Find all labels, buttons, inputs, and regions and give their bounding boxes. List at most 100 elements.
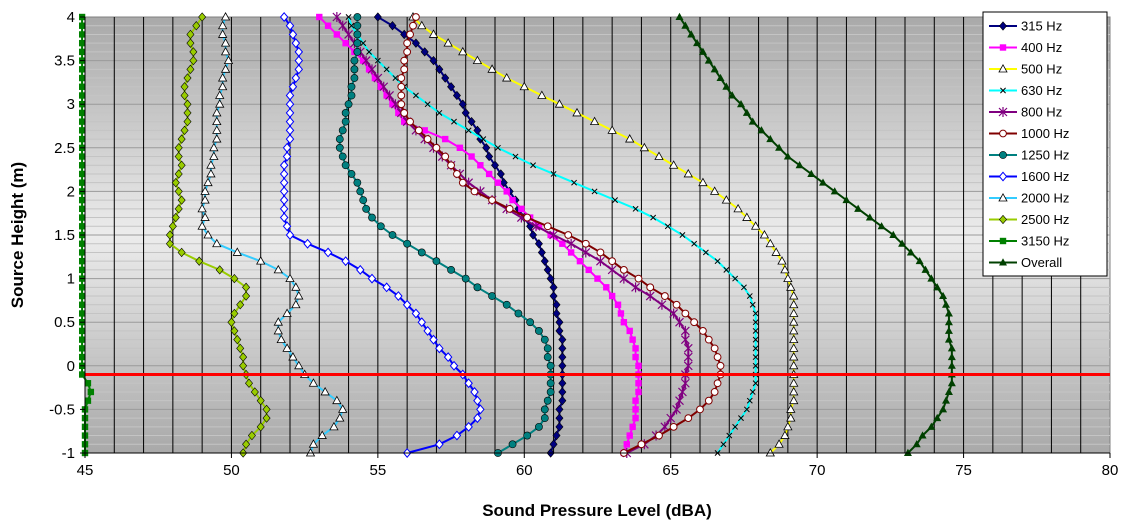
data-point [341, 161, 350, 170]
data-point [877, 222, 886, 230]
data-point [759, 229, 770, 239]
data-point [485, 170, 493, 178]
data-point [660, 292, 669, 300]
data-point [614, 301, 622, 308]
data-point [291, 38, 301, 49]
data-point [323, 247, 333, 258]
data-point [217, 81, 228, 91]
data-point [789, 360, 799, 370]
data-point [303, 238, 312, 249]
data-point [523, 213, 532, 222]
y-tick-label: 0 [67, 358, 75, 375]
legend-entry: Overall [989, 255, 1062, 270]
data-point [704, 56, 713, 64]
data-point [345, 14, 352, 20]
data-point [353, 47, 362, 56]
data-point [775, 143, 784, 151]
data-point [921, 265, 930, 273]
data-point [411, 38, 420, 48]
data-point [220, 11, 231, 21]
data-point [746, 397, 753, 404]
data-point [400, 65, 409, 74]
data-point [540, 414, 549, 423]
data-point [607, 264, 617, 275]
data-point [488, 196, 496, 205]
data-point [464, 378, 473, 389]
data-point [549, 439, 558, 449]
data-point [220, 38, 231, 47]
data-point [366, 48, 373, 55]
data-point [308, 439, 319, 448]
data-point [687, 30, 696, 38]
data-point [939, 291, 948, 300]
data-point [394, 291, 403, 302]
data-point [752, 380, 759, 387]
data-point [617, 310, 625, 317]
data-point [488, 292, 496, 300]
data-point [585, 266, 592, 274]
data-point [546, 379, 555, 388]
data-point [681, 21, 690, 29]
data-point [420, 47, 429, 57]
data-point [79, 92, 86, 99]
data-point [503, 188, 510, 195]
x-tick-label: 80 [1102, 462, 1119, 479]
legend-swatch-marker [999, 237, 1007, 245]
data-point [620, 319, 628, 326]
data-point [502, 300, 511, 309]
data-point [79, 135, 86, 143]
data-point [79, 266, 86, 274]
data-point [607, 125, 617, 134]
data-point [400, 56, 409, 65]
data-point [571, 179, 578, 186]
data-point [509, 196, 516, 204]
data-point [502, 73, 512, 82]
data-point [230, 308, 239, 319]
data-point [377, 83, 384, 90]
data-point [783, 421, 793, 431]
legend-swatch-marker [999, 214, 1007, 225]
data-point [189, 55, 198, 66]
legend-label: Overall [1021, 255, 1062, 270]
data-point [752, 319, 759, 326]
y-tick-label: 4 [67, 9, 75, 26]
data-point [632, 397, 639, 404]
data-point [646, 283, 655, 292]
data-point [749, 389, 756, 395]
legend-swatch-marker [1000, 87, 1006, 94]
data-point [316, 13, 323, 21]
data-point [698, 47, 707, 55]
legend-entry: 1600 Hz [989, 169, 1069, 184]
data-point [458, 178, 467, 187]
data-point [795, 161, 804, 169]
data-point [282, 151, 292, 162]
series-1600-hz [279, 12, 485, 458]
data-point [212, 238, 222, 248]
data-point [282, 343, 292, 352]
data-point [435, 64, 444, 74]
data-point [693, 38, 702, 47]
data-point [704, 335, 713, 344]
data-point [236, 343, 245, 354]
data-point [634, 274, 643, 283]
data-point [473, 413, 482, 424]
data-point [746, 293, 753, 299]
data-point [549, 291, 558, 301]
data-point [242, 291, 251, 301]
data-point [347, 170, 356, 178]
data-point [376, 222, 385, 231]
data-point [232, 247, 242, 256]
data-point [209, 151, 219, 160]
data-point [400, 109, 409, 117]
data-point [79, 118, 86, 125]
data-point [288, 81, 298, 92]
legend-label: 3150 Hz [1021, 234, 1069, 249]
data-point [347, 91, 356, 100]
data-point [371, 74, 379, 82]
data-point [555, 326, 564, 336]
data-point [683, 352, 693, 363]
data-point [750, 221, 761, 230]
data-point [212, 134, 222, 143]
x-tick-label: 50 [223, 462, 240, 479]
legend-label: 2500 Hz [1021, 212, 1069, 227]
